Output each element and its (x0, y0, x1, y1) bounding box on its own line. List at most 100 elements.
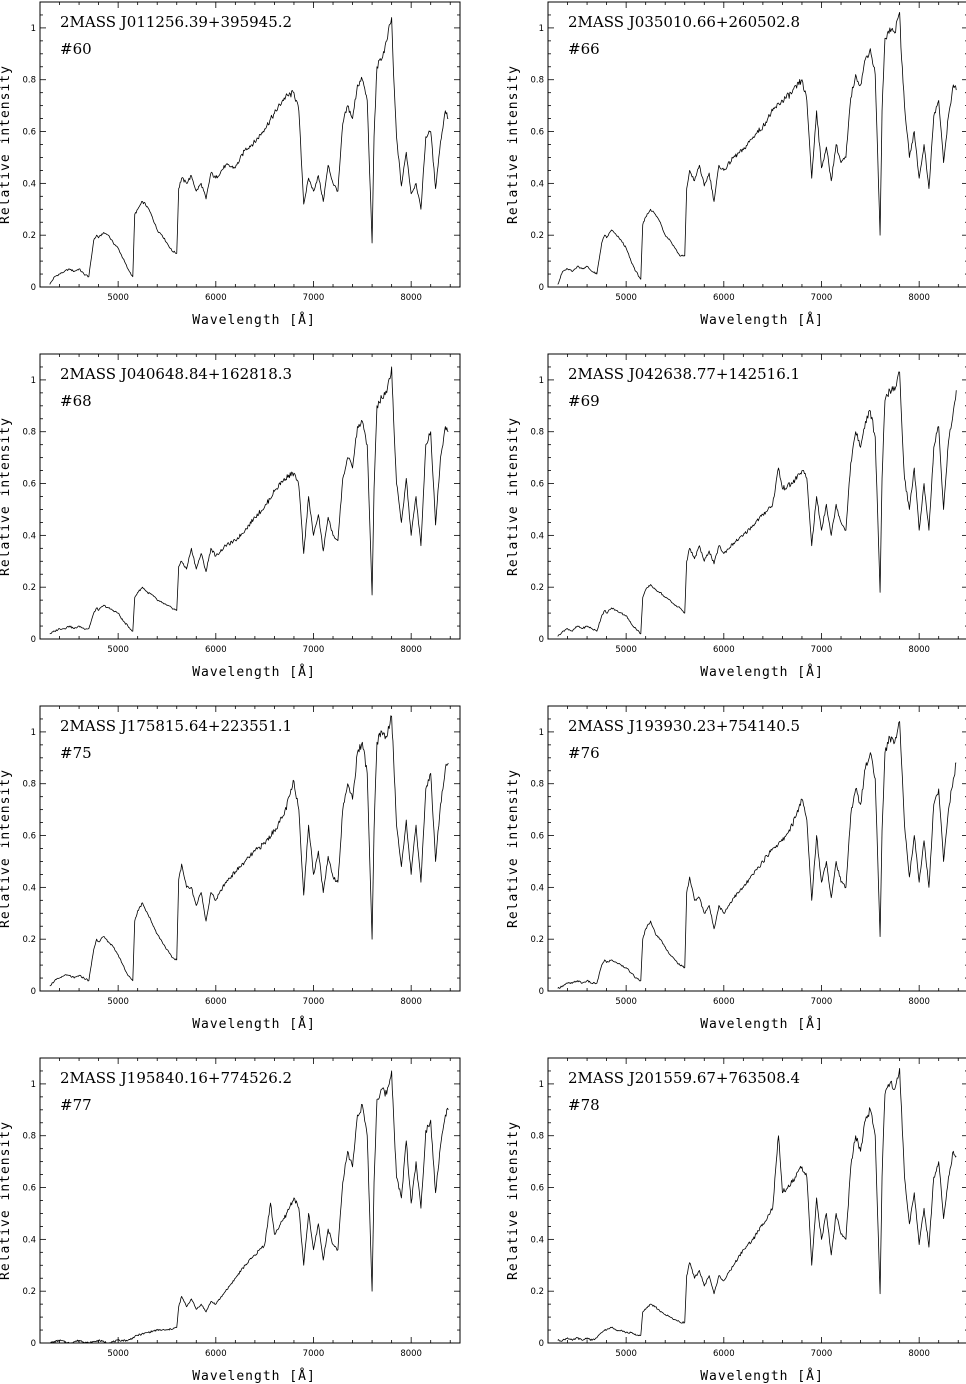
y-tick-label: 0 (539, 987, 544, 997)
y-tick-label: 0 (31, 987, 36, 997)
x-tick-label: 8000 (400, 645, 422, 655)
x-axis-title: Wavelength [Å] (700, 664, 824, 680)
x-tick-label: 7000 (303, 997, 325, 1007)
y-tick-label: 0.2 (22, 1287, 36, 1297)
y-tick-label: 0 (539, 283, 544, 293)
y-tick-label: 1 (31, 728, 36, 738)
x-tick-label: 6000 (713, 1349, 735, 1359)
x-axis-title: Wavelength [Å] (700, 1368, 824, 1384)
plot-frame (547, 353, 966, 640)
y-tick-label: 0.8 (22, 780, 36, 790)
x-tick-label: 5000 (107, 997, 129, 1007)
y-tick-label: 0.8 (530, 76, 544, 86)
x-tick-label: 5000 (615, 997, 637, 1007)
y-axis-title: Relative intensity (0, 1121, 13, 1280)
panel-title: 2MASS J011256.39+395945.2 (60, 13, 292, 31)
x-tick-label: 5000 (107, 293, 129, 303)
panel-title: 2MASS J175815.64+223551.1 (60, 717, 292, 735)
y-tick-label: 0.6 (530, 480, 544, 490)
panel-title: 2MASS J035010.66+260502.8 (568, 13, 800, 31)
y-tick-label: 0.6 (530, 1184, 544, 1194)
x-tick-label: 5000 (615, 293, 637, 303)
y-tick-label: 0.8 (22, 428, 36, 438)
spectrum-line (49, 1070, 449, 1344)
x-tick-label: 6000 (713, 645, 735, 655)
x-axis-title: Wavelength [Å] (192, 1016, 316, 1032)
x-tick-label: 8000 (400, 293, 422, 303)
x-tick-label: 8000 (908, 293, 930, 303)
y-tick-label: 0.2 (530, 231, 544, 241)
y-tick-label: 1 (539, 376, 544, 386)
spectrum-panel-8: 5000 6000 7000 8000 0 0.2 0.4 0.6 0.8 1 Wavelength… (506, 1057, 966, 1384)
spectrum-panel-7: 5000 6000 7000 8000 0 0.2 0.4 0.6 0.8 1 Wavelength… (0, 1057, 461, 1384)
x-tick-label: 6000 (205, 997, 227, 1007)
x-tick-label: 8000 (908, 997, 930, 1007)
x-tick-label: 7000 (811, 645, 833, 655)
spectrum-panel-2: 5000 6000 7000 8000 0 0.2 0.4 0.6 0.8 1 Wavelength… (506, 1, 966, 328)
x-tick-label: 8000 (400, 997, 422, 1007)
spectrum-line (49, 715, 449, 987)
x-axis-title: Wavelength [Å] (192, 664, 316, 680)
x-tick-label: 6000 (205, 1349, 227, 1359)
y-tick-label: 0.6 (22, 1184, 36, 1194)
spectrum-panel-1: 5000 6000 7000 8000 0 0.2 0.4 0.6 0.8 1 Wavelength… (0, 1, 461, 328)
x-tick-label: 7000 (303, 293, 325, 303)
plot-frame (547, 1, 966, 288)
x-tick-label: 5000 (615, 1349, 637, 1359)
x-tick-label: 6000 (713, 293, 735, 303)
panel-number: #75 (60, 744, 92, 762)
spectrum-line (557, 371, 957, 637)
spectrum-line (557, 1067, 957, 1342)
y-tick-label: 0.2 (22, 583, 36, 593)
x-tick-label: 8000 (908, 1349, 930, 1359)
x-tick-label: 5000 (107, 1349, 129, 1359)
y-axis-title: Relative intensity (506, 769, 521, 928)
panel-title: 2MASS J040648.84+162818.3 (60, 365, 292, 383)
x-tick-label: 7000 (303, 645, 325, 655)
y-tick-label: 0.2 (22, 231, 36, 241)
panel-number: #76 (568, 744, 600, 762)
x-tick-label: 8000 (908, 645, 930, 655)
y-axis-title: Relative intensity (0, 417, 13, 576)
y-tick-label: 0.4 (22, 531, 36, 541)
spectrum-line (49, 366, 449, 635)
y-tick-label: 0.6 (22, 128, 36, 138)
y-tick-label: 0.6 (22, 832, 36, 842)
y-tick-label: 0.4 (22, 179, 36, 189)
x-tick-label: 7000 (811, 293, 833, 303)
y-tick-label: 0.2 (530, 1287, 544, 1297)
y-tick-label: 0.8 (22, 76, 36, 86)
y-tick-label: 1 (539, 24, 544, 34)
spectrum-panel-6: 5000 6000 7000 8000 0 0.2 0.4 0.6 0.8 1 Wavelength… (506, 705, 966, 1032)
spectrum-panel-5: 5000 6000 7000 8000 0 0.2 0.4 0.6 0.8 1 Wavelength… (0, 705, 461, 1032)
spectrum-line (557, 11, 957, 285)
y-tick-label: 1 (539, 728, 544, 738)
y-tick-label: 0.8 (22, 1132, 36, 1142)
x-tick-label: 5000 (107, 645, 129, 655)
y-axis-title: Relative intensity (506, 65, 521, 224)
y-tick-label: 0.8 (530, 428, 544, 438)
plot-frame (39, 705, 461, 992)
plot-frame (547, 705, 966, 992)
panel-number: #68 (60, 392, 92, 410)
x-axis-title: Wavelength [Å] (700, 312, 824, 328)
x-tick-label: 8000 (400, 1349, 422, 1359)
y-tick-label: 0 (31, 283, 36, 293)
x-tick-label: 7000 (811, 997, 833, 1007)
x-axis-title: Wavelength [Å] (192, 1368, 316, 1384)
y-tick-label: 1 (539, 1080, 544, 1090)
y-tick-label: 0.4 (22, 883, 36, 893)
y-tick-label: 1 (31, 376, 36, 386)
x-axis-title: Wavelength [Å] (700, 1016, 824, 1032)
plot-frame (547, 1057, 966, 1344)
y-tick-label: 0 (31, 635, 36, 645)
panel-title: 2MASS J042638.77+142516.1 (568, 365, 800, 383)
panel-number: #60 (60, 40, 92, 58)
spectrum-panel-4: 5000 6000 7000 8000 0 0.2 0.4 0.6 0.8 1 Wavelength… (506, 353, 966, 680)
y-axis-title: Relative intensity (0, 65, 13, 224)
y-tick-label: 0.4 (530, 1235, 544, 1245)
spectrum-panel-3: 5000 6000 7000 8000 0 0.2 0.4 0.6 0.8 1 Wavelength… (0, 353, 461, 680)
x-tick-label: 5000 (615, 645, 637, 655)
y-tick-label: 0.4 (22, 1235, 36, 1245)
